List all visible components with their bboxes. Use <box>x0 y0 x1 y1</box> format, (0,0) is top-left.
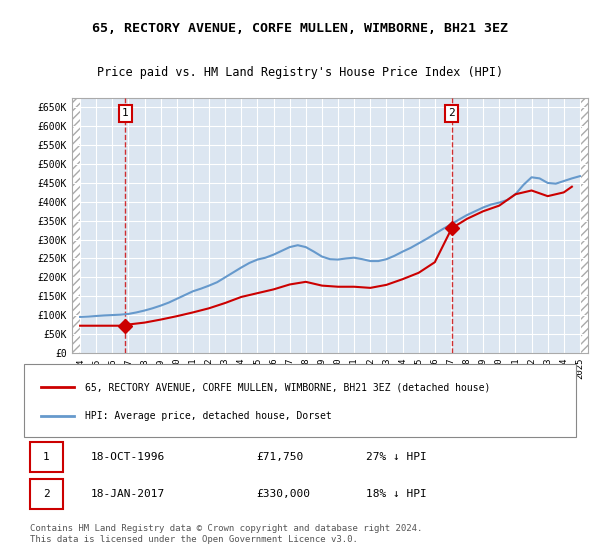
FancyBboxPatch shape <box>29 479 62 509</box>
Text: HPI: Average price, detached house, Dorset: HPI: Average price, detached house, Dors… <box>85 412 331 422</box>
FancyBboxPatch shape <box>29 442 62 472</box>
Text: £330,000: £330,000 <box>256 489 310 499</box>
Text: 18-OCT-1996: 18-OCT-1996 <box>90 452 164 462</box>
Text: 2: 2 <box>43 489 49 499</box>
Text: £71,750: £71,750 <box>256 452 303 462</box>
Text: 65, RECTORY AVENUE, CORFE MULLEN, WIMBORNE, BH21 3EZ (detached house): 65, RECTORY AVENUE, CORFE MULLEN, WIMBOR… <box>85 382 490 393</box>
Text: 2: 2 <box>448 108 455 118</box>
Text: 27% ↓ HPI: 27% ↓ HPI <box>366 452 427 462</box>
Bar <box>580 98 588 353</box>
Text: 18-JAN-2017: 18-JAN-2017 <box>90 489 164 499</box>
FancyBboxPatch shape <box>24 364 576 437</box>
Text: Contains HM Land Registry data © Crown copyright and database right 2024.
This d: Contains HM Land Registry data © Crown c… <box>29 524 422 544</box>
Text: Price paid vs. HM Land Registry's House Price Index (HPI): Price paid vs. HM Land Registry's House … <box>97 66 503 79</box>
Text: 18% ↓ HPI: 18% ↓ HPI <box>366 489 427 499</box>
Text: 65, RECTORY AVENUE, CORFE MULLEN, WIMBORNE, BH21 3EZ: 65, RECTORY AVENUE, CORFE MULLEN, WIMBOR… <box>92 22 508 35</box>
Text: 1: 1 <box>122 108 128 118</box>
Text: 1: 1 <box>43 452 49 462</box>
Bar <box>72 98 80 353</box>
